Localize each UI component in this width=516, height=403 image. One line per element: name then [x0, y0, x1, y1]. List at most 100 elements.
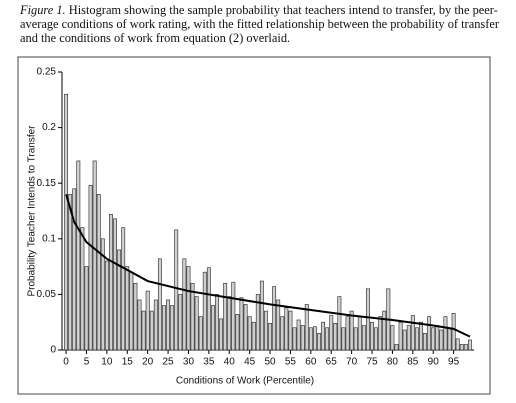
bar: [451, 313, 456, 351]
x-tick-label: 45: [244, 357, 256, 368]
bar: [467, 339, 472, 351]
bar: [133, 282, 138, 351]
bar: [427, 316, 432, 351]
x-tick-label: 10: [101, 357, 113, 368]
bar: [194, 296, 199, 351]
bar: [300, 325, 305, 351]
bar: [345, 316, 350, 351]
y-tick-label: 0.25: [37, 67, 57, 78]
bar: [149, 310, 154, 351]
x-tick-label: 55: [285, 357, 297, 368]
bar: [447, 327, 452, 351]
bar: [96, 194, 101, 351]
bar: [292, 327, 297, 351]
bar: [153, 299, 158, 351]
x-tick-label: 35: [203, 357, 215, 368]
bar: [443, 316, 448, 351]
bar: [374, 327, 379, 351]
fitted-line: [65, 194, 471, 338]
bar: [141, 310, 146, 351]
x-tick-label: 40: [224, 357, 236, 368]
bar: [157, 258, 162, 351]
bar: [276, 299, 281, 351]
bar: [431, 327, 436, 351]
bar: [231, 281, 236, 351]
x-tick-label: 75: [366, 357, 378, 368]
bar: [186, 266, 191, 351]
bar: [390, 325, 395, 351]
bar: [435, 325, 440, 351]
bar: [357, 316, 362, 351]
caption-label: Figure 1.: [20, 3, 66, 17]
bar: [100, 238, 105, 351]
bar: [378, 316, 383, 351]
caption-text: Histogram showing the sample probability…: [20, 3, 499, 45]
bar: [80, 227, 85, 351]
bar: [247, 316, 252, 351]
x-tick-label: 5: [84, 357, 90, 368]
bar: [178, 294, 183, 351]
bar: [64, 93, 69, 351]
bar: [341, 327, 346, 351]
bar: [312, 326, 317, 351]
bar: [190, 282, 195, 351]
bar: [255, 294, 260, 351]
y-tick-label: 0.05: [37, 289, 57, 300]
bar: [333, 323, 338, 351]
x-tick-label: 80: [387, 357, 399, 368]
bar: [117, 249, 122, 351]
x-tick-label: 20: [142, 357, 154, 368]
bar: [166, 299, 170, 351]
bar: [162, 305, 166, 351]
bar: [198, 316, 203, 351]
bar: [304, 304, 309, 351]
bar: [219, 318, 224, 351]
bar: [227, 296, 232, 351]
bar: [325, 327, 330, 351]
bar: [268, 323, 272, 351]
bar: [264, 310, 268, 351]
bar: [280, 316, 285, 351]
bar: [455, 338, 460, 351]
y-tick-label: 0: [50, 345, 56, 356]
bar: [329, 315, 334, 351]
caption: Figure 1. Histogram showing the sample p…: [20, 3, 502, 45]
bar: [170, 305, 175, 351]
bar: [382, 310, 387, 351]
x-tick-label: 70: [346, 357, 358, 368]
bar: [76, 160, 81, 351]
bar: [206, 267, 211, 351]
bar: [259, 280, 264, 351]
bar: [272, 286, 277, 351]
bar: [210, 305, 215, 351]
bar: [182, 258, 187, 351]
x-tick-label: 95: [448, 357, 460, 368]
x-tick-label: 60: [305, 357, 317, 368]
y-axis-title: Probability Teacher Intends to Transfer: [27, 125, 38, 297]
bar: [84, 266, 89, 351]
bar: [361, 325, 366, 351]
bar: [410, 315, 415, 351]
bar: [423, 333, 427, 351]
bar: [337, 296, 342, 351]
bar: [121, 227, 126, 351]
x-tick-label: 65: [326, 357, 338, 368]
bar: [129, 271, 134, 351]
bar: [439, 329, 444, 351]
bar: [394, 344, 399, 351]
bar: [145, 290, 150, 351]
bar: [92, 160, 97, 351]
bar: [353, 327, 358, 351]
bar: [88, 185, 93, 351]
bar: [137, 299, 142, 351]
bar: [174, 229, 179, 351]
bar: [288, 310, 293, 351]
bar: [414, 327, 419, 351]
x-tick-label: 50: [264, 357, 276, 368]
bar: [68, 194, 73, 351]
bar: [109, 214, 113, 351]
bar: [223, 282, 228, 351]
bar: [321, 321, 326, 351]
